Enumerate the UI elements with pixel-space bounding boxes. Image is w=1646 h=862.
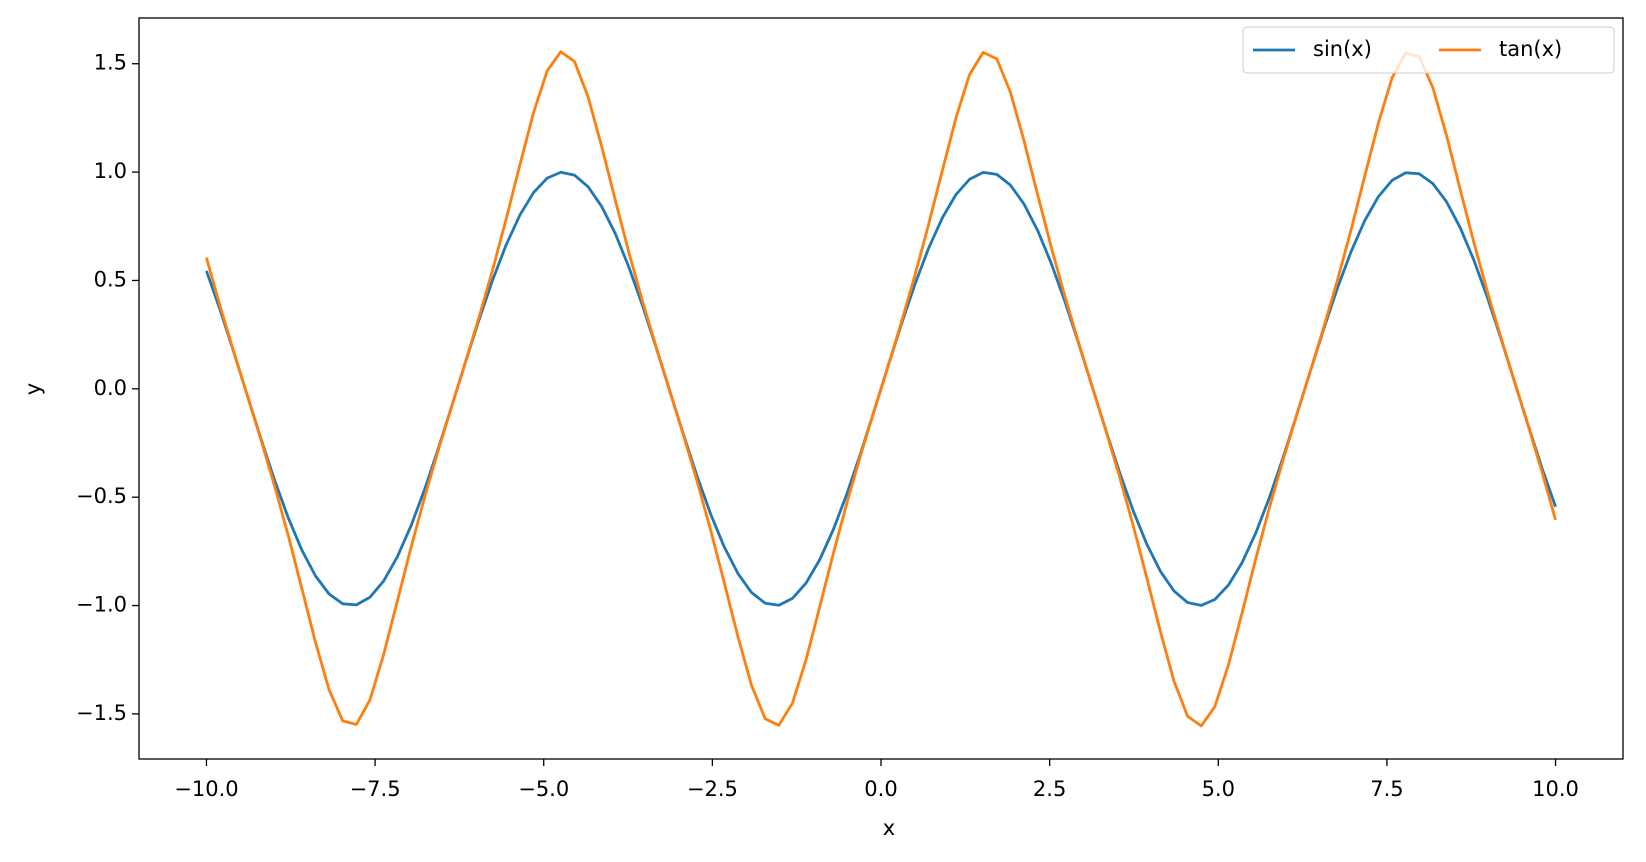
y-axis-label: y [21,383,45,395]
x-tick-label: −5.0 [518,777,569,801]
line-series [205,50,1557,728]
legend-label: sin(x) [1313,37,1372,61]
y-tick-label: −1.5 [76,701,127,725]
y-tick-label: −0.5 [76,484,127,508]
legend-label: tan(x) [1499,37,1562,61]
y-tick-label: 1.0 [94,159,127,183]
y-tick-label: −1.0 [76,593,127,617]
axes-frame [138,17,1624,760]
x-tick-label: −10.0 [174,777,238,801]
y-tick-label: 0.0 [94,376,127,400]
x-tick-label: 10.0 [1532,777,1579,801]
legend-box [1242,26,1615,74]
x-tick-label: 5.0 [1202,777,1235,801]
legend: sin(x) tan(x) [1242,26,1615,74]
y-tick-label: 1.5 [94,51,127,75]
x-tick-label: −7.5 [350,777,401,801]
x-tick-label: 0.0 [864,777,897,801]
x-tick-label: −2.5 [687,777,738,801]
y-tick-label: 0.5 [94,267,127,291]
x-axis-label: x [883,816,895,840]
x-tick-label: 7.5 [1370,777,1403,801]
x-tick-label: 2.5 [1033,777,1066,801]
